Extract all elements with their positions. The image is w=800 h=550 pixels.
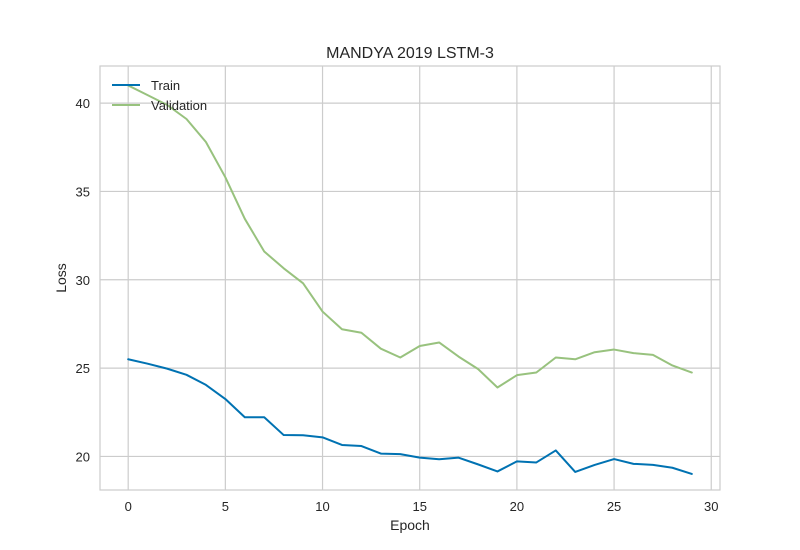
x-tick-label: 15 (412, 499, 426, 514)
y-axis-ticks: 20 25 30 35 40 (76, 96, 90, 464)
x-axis-ticks: 0 5 10 15 20 25 30 (125, 499, 719, 514)
legend-label-train: Train (151, 78, 180, 93)
x-axis-title: Epoch (390, 517, 430, 533)
plot-area (99, 65, 721, 491)
legend-label-validation: Validation (151, 98, 207, 113)
x-tick-label: 20 (510, 499, 524, 514)
y-tick-label: 20 (76, 449, 90, 464)
x-tick-label: 10 (315, 499, 329, 514)
y-axis-title: Loss (53, 263, 69, 293)
y-tick-label: 35 (76, 184, 90, 199)
x-tick-label: 30 (704, 499, 718, 514)
y-tick-label: 30 (76, 273, 90, 288)
gridlines (100, 66, 720, 490)
x-tick-label: 25 (607, 499, 621, 514)
series-layer (127, 84, 693, 475)
series-line-train (127, 358, 693, 475)
plot-frame (99, 65, 721, 491)
chart-title: MANDYA 2019 LSTM-3 (326, 45, 494, 62)
y-tick-label: 40 (76, 96, 90, 111)
series-line-validation (127, 84, 693, 389)
x-tick-label: 5 (222, 499, 229, 514)
y-tick-label: 25 (76, 361, 90, 376)
x-tick-label: 0 (125, 499, 132, 514)
plot-background (100, 66, 720, 490)
legend: Train Validation (112, 78, 207, 113)
